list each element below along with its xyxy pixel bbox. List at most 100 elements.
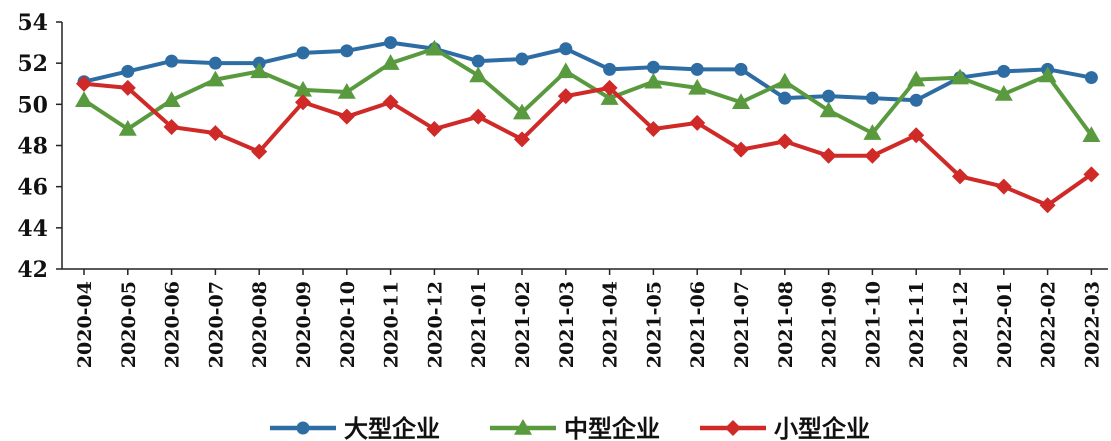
x-tick-label: 2020-07 — [205, 281, 227, 368]
legend-item-2: 中型企业 — [490, 414, 660, 441]
data-point — [513, 103, 531, 120]
data-point — [776, 133, 793, 150]
series-2 — [75, 39, 1101, 142]
data-point — [951, 68, 969, 85]
x-tick-label: 2021-02 — [512, 281, 534, 368]
data-point — [208, 56, 222, 70]
data-point — [426, 121, 443, 138]
data-point — [163, 118, 180, 135]
y-tick-label: 50 — [17, 92, 48, 118]
x-tick-label: 2021-01 — [468, 281, 490, 368]
legend-item-3: 小型企业 — [700, 414, 870, 441]
legend-marker — [514, 419, 532, 435]
legend-marker — [296, 421, 310, 435]
chart-series — [75, 36, 1101, 214]
y-tick-label: 42 — [17, 257, 48, 283]
data-point — [863, 124, 882, 140]
x-tick-label: 2021-03 — [556, 281, 578, 368]
x-tick-label: 2021-10 — [862, 281, 884, 368]
x-axis-ticks: 2020-04 2020-05 2020-06 2020-07 2020-08 2020-… — [74, 269, 1103, 368]
y-tick-label: 52 — [17, 51, 48, 77]
data-point — [514, 131, 530, 148]
data-point — [952, 168, 968, 185]
x-tick-label: 2021-04 — [600, 281, 622, 368]
legend-marker — [725, 420, 741, 436]
data-point — [775, 72, 794, 89]
data-point — [690, 62, 704, 76]
y-tick-label: 54 — [17, 10, 48, 36]
legend-label: 中型企业 — [564, 414, 660, 441]
data-point — [732, 93, 750, 110]
data-point — [469, 66, 488, 83]
data-point — [165, 54, 179, 68]
data-point — [121, 64, 135, 78]
data-point — [646, 60, 660, 74]
data-point — [1039, 197, 1056, 214]
x-tick-label: 2021-07 — [731, 281, 753, 368]
x-tick-label: 2021-09 — [819, 281, 841, 368]
series-line — [83, 40, 1092, 103]
x-tick-label: 2020-08 — [249, 281, 271, 368]
x-tick-label: 2020-10 — [337, 281, 359, 368]
data-point — [118, 120, 137, 136]
x-tick-label: 2020-09 — [293, 281, 315, 368]
x-tick-label: 2020-05 — [118, 281, 140, 368]
data-point — [645, 121, 662, 138]
data-point — [296, 46, 310, 60]
data-point — [995, 178, 1012, 195]
legend-label: 大型企业 — [344, 414, 440, 441]
data-point — [601, 79, 618, 96]
y-axis-ticks: 42 44 46 48 50 52 54 — [17, 10, 62, 283]
x-tick-label: 2021-11 — [906, 281, 928, 368]
data-point — [119, 79, 136, 96]
data-point — [294, 80, 312, 97]
x-tick-label: 2020-06 — [162, 281, 184, 368]
series-1 — [77, 36, 1098, 107]
data-point — [997, 64, 1011, 78]
data-point — [382, 94, 399, 111]
legend-item-1: 大型企业 — [270, 414, 440, 441]
data-point — [337, 82, 356, 99]
x-tick-label: 2020-04 — [74, 281, 96, 368]
series-line — [83, 81, 1093, 208]
data-point — [600, 89, 619, 105]
data-point — [994, 85, 1013, 101]
series-3 — [76, 75, 1100, 214]
data-point — [471, 54, 485, 68]
data-point — [864, 147, 881, 164]
data-point — [76, 75, 92, 92]
data-point — [819, 101, 838, 118]
data-point — [162, 91, 181, 107]
series-line — [82, 46, 1094, 137]
data-point — [603, 62, 617, 76]
data-point — [381, 54, 400, 70]
data-point — [515, 52, 529, 66]
legend-label: 小型企业 — [774, 414, 870, 441]
data-point — [250, 62, 269, 79]
data-point — [909, 93, 923, 107]
data-point — [340, 44, 354, 58]
data-point — [778, 91, 792, 105]
data-point — [734, 62, 748, 76]
data-point — [425, 39, 444, 56]
y-tick-label: 46 — [17, 175, 48, 201]
data-point — [1083, 166, 1100, 183]
data-point — [384, 36, 398, 50]
data-point — [820, 147, 837, 164]
x-tick-label: 2021-12 — [950, 281, 972, 368]
data-point — [1038, 66, 1057, 83]
x-tick-label: 2021-06 — [687, 281, 709, 368]
data-point — [688, 78, 707, 95]
data-point — [207, 125, 224, 142]
y-tick-label: 44 — [17, 216, 48, 242]
x-tick-label: 2022-01 — [994, 281, 1016, 368]
data-point — [1082, 126, 1101, 142]
data-point — [206, 70, 225, 87]
chart-legend: 大型企业 中型企业 小型企业 — [270, 414, 870, 441]
x-tick-label: 2020-12 — [424, 281, 446, 368]
data-point — [295, 94, 311, 111]
data-point — [908, 127, 925, 144]
data-point — [251, 143, 268, 160]
x-tick-label: 2021-05 — [643, 281, 665, 368]
